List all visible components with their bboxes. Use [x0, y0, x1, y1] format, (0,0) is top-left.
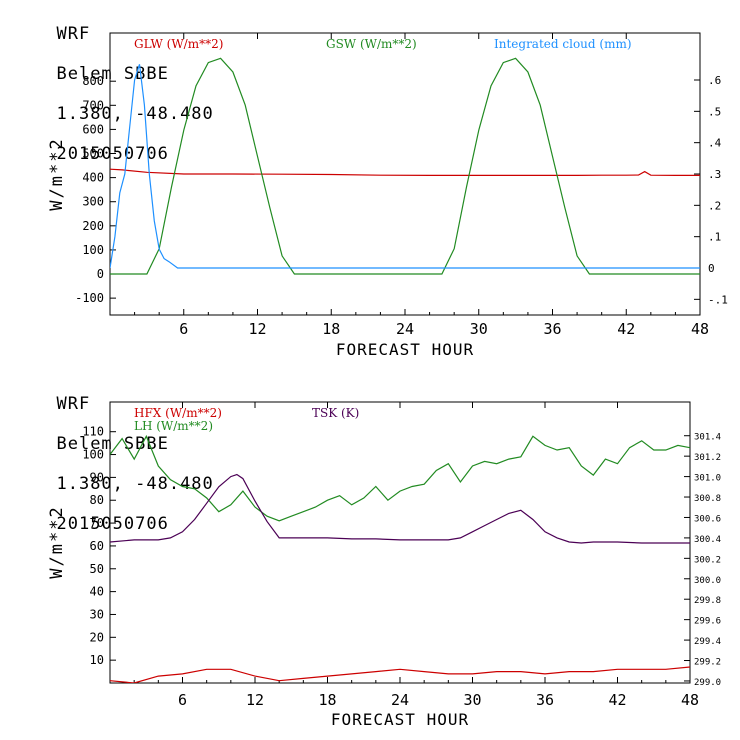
y-tick-label: 800 — [82, 74, 104, 88]
y-tick-label: 110 — [82, 425, 104, 439]
x-tick-label: 30 — [470, 320, 488, 338]
series-line-tsk — [110, 473, 690, 544]
x-tick-label: 30 — [463, 691, 481, 709]
y2-tick-label: 299.4 — [694, 637, 721, 647]
x-axis-label: FORECAST HOUR — [336, 340, 474, 359]
y-tick-label: 30 — [90, 607, 104, 621]
y-tick-label: 300 — [82, 195, 104, 209]
x-tick-label: 42 — [617, 320, 635, 338]
x-axis-label: FORECAST HOUR — [331, 710, 469, 729]
x-tick-label: 6 — [179, 320, 188, 338]
y2-tick-label: 301.0 — [694, 474, 721, 484]
y-tick-label: 50 — [90, 562, 104, 576]
y-tick-label: 40 — [90, 585, 104, 599]
y2-tick-label: 300.2 — [694, 555, 721, 565]
x-tick-label: 36 — [536, 691, 554, 709]
y-tick-label: 400 — [82, 171, 104, 185]
x-tick-label: 18 — [322, 320, 340, 338]
legend-entry: Integrated cloud (mm) — [494, 37, 632, 51]
y-tick-label: 80 — [90, 493, 104, 507]
y2-tick-label: .2 — [708, 199, 721, 212]
chart2-header-model: WRF — [56, 394, 91, 414]
y2-tick-label: .3 — [708, 168, 721, 181]
series-line-lh — [110, 434, 690, 522]
x-tick-label: 24 — [396, 320, 414, 338]
y-tick-label: 600 — [82, 122, 104, 136]
chart-1: 6 12 18 24 30 36 42 48 -100 0 100 200 300 400 500 600 70… — [47, 32, 728, 359]
y-tick-label: 60 — [90, 539, 104, 553]
legend-entry: HFX (W/m**2) — [134, 406, 222, 420]
legend-entry: GSW (W/m**2) — [326, 37, 417, 51]
y-tick-label: -100 — [75, 291, 104, 305]
chart1-header-coords: 1.380, -48.480 — [56, 104, 214, 124]
y-tick-label: 100 — [82, 243, 104, 257]
y2-tick-label: 300.8 — [694, 494, 721, 504]
y-tick-label: 500 — [82, 147, 104, 161]
y2-tick-label: 300.6 — [694, 514, 721, 524]
chart-2: 6 12 18 24 30 36 42 48 10 20 30 40 50 60 70 80 90 100 110 2… — [47, 401, 721, 729]
y-axis-label: W/m**2 — [47, 137, 67, 210]
y2-tick-label: 301.2 — [694, 453, 721, 463]
x-tick-label: 48 — [691, 320, 709, 338]
y2-tick-label: 301.4 — [694, 433, 721, 443]
y2-tick-label: 299.8 — [694, 596, 721, 606]
x-tick-label: 18 — [318, 691, 336, 709]
chart2-header-station: Belem SBBE — [56, 434, 169, 454]
x-tick-label: 36 — [543, 320, 561, 338]
y-tick-label: 100 — [82, 448, 104, 462]
x-tick-label: 12 — [246, 691, 264, 709]
y-tick-label: 0 — [97, 267, 104, 281]
y-tick-label: 70 — [90, 516, 104, 530]
y2-tick-label: -.1 — [708, 293, 728, 306]
x-tick-label: 42 — [608, 691, 626, 709]
y2-tick-label: 300.4 — [694, 535, 721, 545]
y2-tick-label: 0 — [708, 262, 715, 275]
y2-tick-label: .4 — [708, 137, 722, 150]
series-line-glw — [110, 168, 700, 176]
series-line-gsw — [110, 57, 700, 275]
y2-tick-label: 299.0 — [694, 678, 721, 688]
y-axis-label: W/m**2 — [47, 505, 67, 578]
x-tick-label: 48 — [681, 691, 699, 709]
y2-tick-label: .5 — [708, 105, 721, 118]
y2-tick-label: 300.0 — [694, 576, 721, 586]
y-tick-label: 10 — [90, 653, 104, 667]
legend-entry: LH (W/m**2) — [134, 419, 213, 433]
y-tick-label: 20 — [90, 630, 104, 644]
chart2-header-date: 2015050706 — [56, 514, 169, 534]
x-tick-label: 24 — [391, 691, 409, 709]
legend-entry: TSK (K) — [312, 406, 359, 420]
x-tick-label: 12 — [248, 320, 266, 338]
series-line-hfx — [110, 666, 690, 683]
chart1-header-model: WRF — [56, 24, 91, 44]
series-line-integrated-cloud — [110, 64, 700, 269]
y2-tick-label: 299.6 — [694, 617, 721, 627]
y-tick-label: 700 — [82, 98, 104, 112]
y2-tick-label: .6 — [708, 74, 721, 87]
legend-entry: GLW (W/m**2) — [134, 37, 223, 51]
y-tick-label: 200 — [82, 219, 104, 233]
y2-tick-label: 299.2 — [694, 658, 721, 668]
y-tick-label: 90 — [90, 470, 104, 484]
x-tick-label: 6 — [178, 691, 187, 709]
y2-tick-label: .1 — [708, 231, 721, 244]
